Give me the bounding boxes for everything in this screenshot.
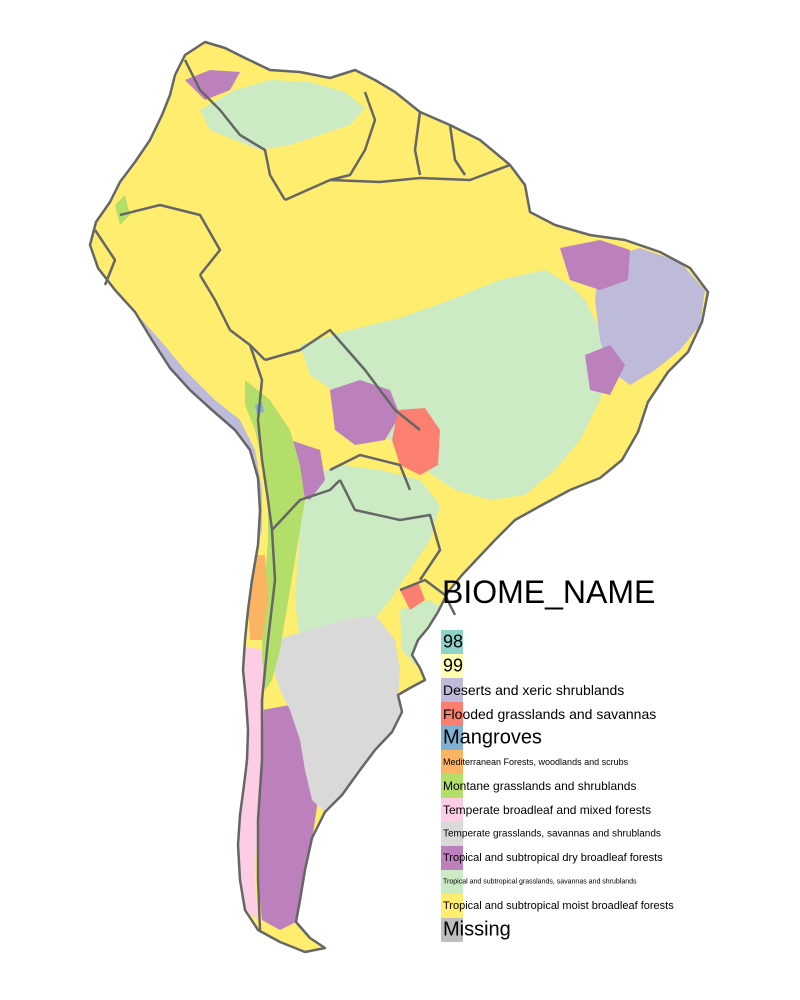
legend-item: Flooded grasslands and savannas bbox=[441, 702, 741, 726]
biome-region-llanos bbox=[200, 80, 365, 150]
country-borders bbox=[88, 40, 710, 954]
biome-region-patagonia-steppe bbox=[258, 705, 318, 930]
legend-item: Mangroves bbox=[441, 726, 741, 750]
border-paraguay bbox=[338, 479, 442, 581]
legend-label: Mangroves bbox=[443, 726, 542, 749]
legend-swatch bbox=[441, 654, 463, 678]
legend-label: Tropical and subtropical grasslands, sav… bbox=[443, 878, 637, 886]
border-bolivia-chile bbox=[256, 419, 274, 531]
legend-label: Temperate grasslands, savannas and shrub… bbox=[443, 828, 661, 840]
legend-label: Deserts and xeric shrublands bbox=[443, 682, 625, 698]
border-chile-argentina bbox=[256, 529, 277, 931]
border-colombia-peru bbox=[119, 203, 222, 276]
border-uruguay bbox=[399, 578, 457, 616]
continent-outline bbox=[88, 40, 710, 954]
biome-region-chaco-pampas bbox=[295, 465, 440, 650]
biome-region-paramo bbox=[115, 195, 130, 225]
legend-item: 98 bbox=[441, 630, 741, 654]
legend-swatch bbox=[441, 774, 463, 798]
legend-item: Deserts and xeric shrublands bbox=[441, 678, 741, 702]
biome-region-puna bbox=[245, 380, 305, 690]
legend-item: Tropical and subtropical moist broadleaf… bbox=[441, 894, 741, 918]
border-guyana-suriname bbox=[413, 111, 422, 176]
border-brazil-north bbox=[284, 163, 511, 202]
border-colombia-venezuela bbox=[183, 59, 287, 201]
border-suriname-guiana bbox=[448, 124, 467, 176]
legend-swatch bbox=[441, 822, 463, 846]
legend-item: 99 bbox=[441, 654, 741, 678]
biome-region-cerrado bbox=[300, 270, 610, 500]
legend-item: Tropical and subtropical dry broadleaf f… bbox=[441, 846, 741, 870]
biome-region-pantanal bbox=[392, 408, 440, 475]
legend-label: Montane grasslands and shrublands bbox=[443, 779, 637, 793]
biome-region-venezuela-dry bbox=[185, 70, 240, 100]
legend-item: Temperate broadleaf and mixed forests bbox=[441, 798, 741, 822]
legend-item: Mediterranean Forests, woodlands and scr… bbox=[441, 750, 741, 774]
biome-region-caatinga bbox=[595, 248, 705, 385]
legend-swatch bbox=[441, 798, 463, 822]
legend-swatch bbox=[441, 726, 463, 750]
border-peru-brazil bbox=[198, 274, 266, 361]
legend-label: Temperate broadleaf and mixed forests bbox=[443, 803, 652, 817]
legend-label: Missing bbox=[443, 918, 511, 941]
border-bolivia-paraguay bbox=[329, 453, 412, 491]
border-peru-bolivia bbox=[248, 344, 264, 421]
biome-region-dry-forest-ne bbox=[560, 240, 630, 290]
legend-swatch bbox=[441, 846, 463, 870]
biome-region-valdivian bbox=[238, 645, 264, 920]
biome-region-monte bbox=[272, 615, 400, 812]
legend-swatch bbox=[441, 630, 463, 654]
legend-item: Montane grasslands and shrublands bbox=[441, 774, 741, 798]
legend-label: Tropical and subtropical dry broadleaf f… bbox=[443, 852, 663, 864]
legend-swatch bbox=[441, 894, 463, 918]
border-venezuela-guyana bbox=[329, 91, 377, 182]
legend-swatch bbox=[441, 678, 463, 702]
legend-item: Temperate grasslands, savannas and shrub… bbox=[441, 822, 741, 846]
legend-label: Mediterranean Forests, woodlands and scr… bbox=[443, 757, 629, 767]
legend-swatch bbox=[441, 702, 463, 726]
legend-label: Tropical and subtropical moist broadleaf… bbox=[443, 900, 674, 912]
legend-title: BIOME_NAME bbox=[442, 574, 656, 610]
biome-region-esteros bbox=[400, 582, 425, 610]
legend-item: Missing bbox=[441, 918, 741, 942]
legend-swatch bbox=[441, 750, 463, 774]
border-ecuador-peru bbox=[93, 229, 117, 286]
biome-region-caatinga-dry bbox=[585, 345, 625, 395]
legend-label: 99 bbox=[443, 655, 464, 676]
legend-swatch bbox=[441, 870, 463, 894]
biome-region-chiquitano bbox=[330, 380, 400, 445]
border-brazil-bolivia bbox=[264, 328, 421, 431]
legend-label: 98 bbox=[443, 631, 464, 652]
legend-swatch bbox=[441, 918, 463, 942]
legend-item: Tropical and subtropical grasslands, sav… bbox=[441, 870, 741, 894]
border-argentina-north bbox=[271, 479, 341, 531]
legend-label: Flooded grasslands and savannas bbox=[443, 706, 657, 722]
